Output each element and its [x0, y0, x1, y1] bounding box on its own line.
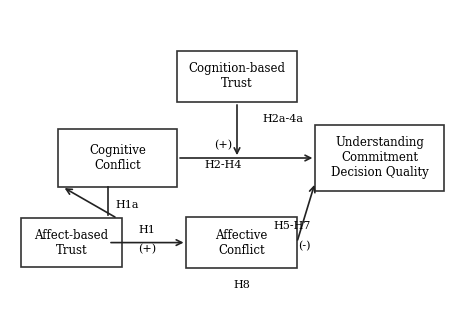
Text: (+): (+): [138, 244, 156, 254]
Text: H2-H4: H2-H4: [204, 160, 242, 169]
FancyBboxPatch shape: [315, 125, 444, 191]
Text: (+): (+): [214, 140, 232, 150]
Text: Affect-based
Trust: Affect-based Trust: [34, 228, 109, 257]
Text: (-): (-): [298, 241, 310, 252]
FancyBboxPatch shape: [177, 51, 297, 102]
Text: H2a-4a: H2a-4a: [263, 114, 303, 124]
Text: Cognitive
Conflict: Cognitive Conflict: [89, 144, 146, 172]
FancyBboxPatch shape: [57, 129, 177, 187]
Text: Understanding
Commitment
Decision Quality: Understanding Commitment Decision Qualit…: [331, 137, 428, 179]
Text: H5-H7: H5-H7: [273, 221, 310, 230]
Text: Affective
Conflict: Affective Conflict: [215, 228, 268, 257]
Text: Cognition-based
Trust: Cognition-based Trust: [189, 63, 285, 90]
Text: H1: H1: [139, 225, 156, 235]
FancyBboxPatch shape: [186, 217, 297, 268]
FancyBboxPatch shape: [21, 218, 122, 267]
Text: H1a: H1a: [115, 200, 138, 210]
Text: H8: H8: [233, 280, 250, 290]
